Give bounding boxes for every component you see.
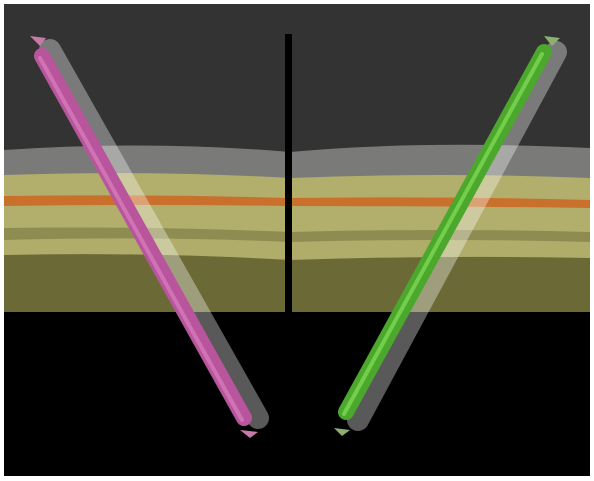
background — [4, 4, 590, 476]
pink-tube — [30, 36, 269, 438]
tube-highlight — [342, 52, 544, 416]
divider — [285, 34, 292, 312]
tube-highlight — [38, 56, 244, 422]
tube-body — [34, 48, 252, 426]
green-tube — [334, 36, 567, 436]
dark-olive-layer — [4, 254, 590, 312]
tube-shadow — [39, 39, 269, 429]
orange-layer — [4, 195, 590, 208]
tube-shadow — [347, 41, 567, 431]
